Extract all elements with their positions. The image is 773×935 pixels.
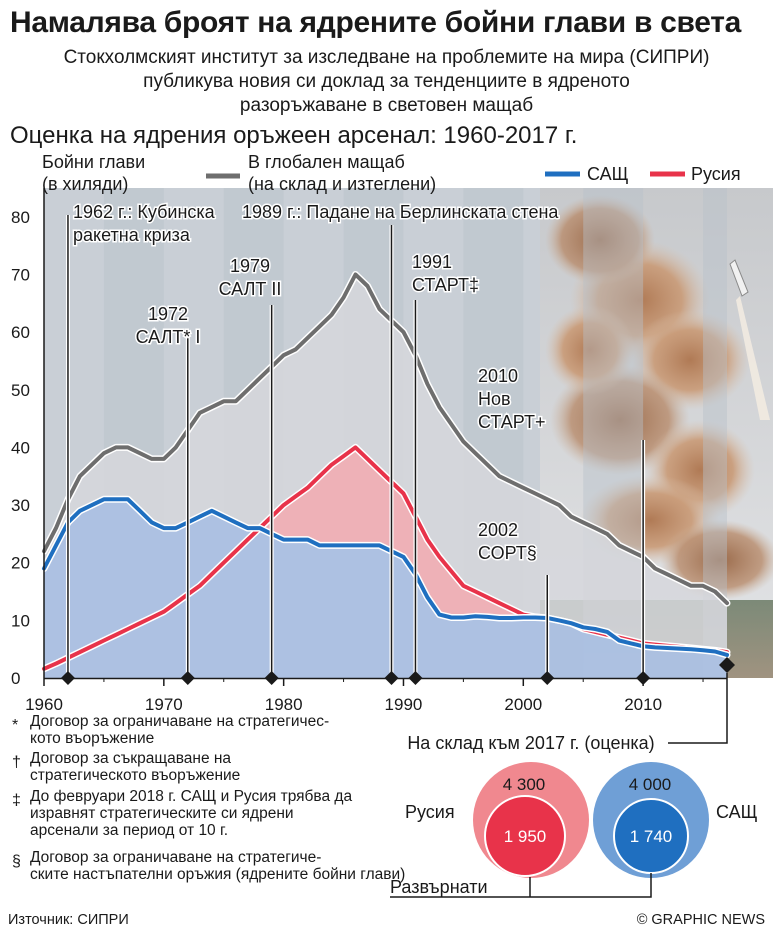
legend-label-global: В глобален мащаб (248, 152, 405, 172)
publisher-credit: © GRAPHIC NEWS (637, 912, 765, 928)
x-tick-label: 2000 (504, 695, 542, 714)
subtitle: Стокхолмският институт за изследване на … (0, 46, 773, 118)
smoke-cloud (660, 520, 773, 600)
usa-area (44, 499, 727, 678)
annotation-marker (264, 671, 279, 685)
annotation-label: СОРТ§ (478, 543, 537, 563)
annotation-marker (636, 671, 651, 685)
footnote-text: Договор за ограничаване на стратегичес- (30, 713, 329, 730)
annotation-label: 1989 г.: Падане на Берлинската стена (242, 202, 559, 222)
page-title: Намалява броят на ядрените бойни глави в… (10, 6, 742, 39)
legend: Бойни глави(в хиляди) В глобален мащаб(на… (42, 152, 741, 194)
usa-line (42, 497, 729, 657)
footnote-symbol: * (12, 717, 18, 734)
annotation-marker (60, 671, 75, 685)
smoke-cloud (545, 305, 635, 395)
footnote-text: До февруари 2018 г. САЩ и Русия трябва д… (30, 788, 352, 805)
y-tick-label: 20 (11, 554, 30, 573)
footnote-text: арсенали за период от 10 г. (30, 822, 228, 839)
legend-label-global: (на склад и изтеглени) (248, 174, 436, 194)
footnote-text: кото въоръжение (30, 730, 154, 747)
chart-title: Оценка на ядрения оръжеен арсенал: 1960-… (10, 122, 578, 149)
footnotes: * Договор за ограничаване на стратегичес-… (12, 713, 405, 883)
legend-label-usa: САЩ (587, 164, 629, 184)
deployed-bracket (390, 873, 652, 898)
annotation-label: 1991 (412, 252, 452, 272)
x-tick-label: 1980 (265, 695, 303, 714)
y-tick-label: 50 (11, 381, 30, 400)
russia-area (44, 447, 727, 655)
y-tick-label: 30 (11, 496, 30, 515)
annotation-marker (540, 671, 555, 685)
x-tick-label: 1960 (25, 695, 63, 714)
x-tick-label: 1970 (145, 695, 183, 714)
russia-label: Русия (405, 802, 455, 822)
annotation-label: СТАРТ+ (478, 412, 546, 432)
footnote-text: стратегическото въоръжение (30, 767, 240, 784)
footnote-symbol: † (12, 754, 21, 771)
annotation-marker (408, 671, 423, 685)
annotation-label: 1972 (148, 304, 188, 324)
y-tick-label: 60 (11, 323, 30, 342)
annotation-label: 1962 г.: Кубинска (73, 202, 216, 222)
deployed-label: Развърнати (390, 877, 488, 897)
footnote-text: изравнят стратегическите си ядрени (30, 805, 294, 822)
annotation-marker (384, 671, 399, 685)
annotation-label: САЛТ* I (136, 327, 201, 347)
footer: Източник: СИПРИ © GRAPHIC NEWS (8, 912, 765, 928)
russia-deployed-value: 1 950 (504, 827, 547, 846)
footnote-symbol: ‡ (12, 792, 21, 809)
russia-total-value: 4 300 (503, 775, 546, 794)
decade-band (703, 188, 727, 678)
y-tick-label: 10 (11, 611, 30, 630)
annotation-label: САЛТ II (219, 279, 282, 299)
annotation-marker (180, 671, 195, 685)
russia-deployed-circle (484, 795, 566, 877)
usa-label: САЩ (716, 802, 758, 822)
annotation-label: 2002 (478, 520, 518, 540)
usa-total-value: 4 000 (629, 775, 672, 794)
y-axis-label: (в хиляди) (42, 174, 128, 194)
annotation-label: 2010 (478, 366, 518, 386)
annotation-label: Нов (478, 389, 511, 409)
annotation-label: 1979 (230, 256, 270, 276)
annotations: 1962 г.: Кубинска ракетна криза 1972 САЛТ* … (60, 201, 735, 744)
annotation-label: СТАРТ‡ (412, 275, 479, 295)
y-tick-label: 80 (11, 208, 30, 227)
annotation-label: ракетна криза (73, 225, 191, 245)
usa-deployed-value: 1 740 (630, 827, 673, 846)
plot-area (40, 188, 731, 678)
y-tick-label: 40 (11, 438, 30, 457)
footnote-text: ските настъпателни оръжия (ядрените бойн… (30, 866, 405, 883)
source-credit: Източник: СИПРИ (8, 912, 129, 928)
endpoint-marker (719, 657, 735, 673)
x-tick-label: 2010 (624, 695, 662, 714)
smoke-cloud (545, 195, 655, 285)
y-axis-label: Бойни глави (42, 152, 145, 172)
y-tick-label: 0 (11, 669, 20, 688)
global-line (42, 272, 729, 606)
subtitle-line: разоръжаване в световен мащаб (239, 95, 534, 116)
y-tick-label: 70 (11, 265, 30, 284)
x-tick-label: 1990 (385, 695, 423, 714)
missile (729, 259, 749, 297)
footnote-text: Договор за ограничаване на стратегиче- (30, 849, 321, 866)
subtitle-line: Стокхолмският институт за изследване на … (63, 47, 710, 68)
stockpile-circles: На склад към 2017 г. (оценка) 4 300 1 950 Р… (390, 733, 758, 898)
footnote-text: Договор за съкращаване на (30, 750, 231, 767)
subtitle-line: публикува новия си доклад за тенденциите… (143, 71, 630, 92)
footnote-symbol: § (12, 853, 21, 870)
stockpile-title: На склад към 2017 г. (оценка) (407, 733, 654, 753)
endpoint-leader (668, 673, 728, 744)
missile-trail (736, 296, 770, 420)
legend-label-russia: Русия (691, 164, 741, 184)
